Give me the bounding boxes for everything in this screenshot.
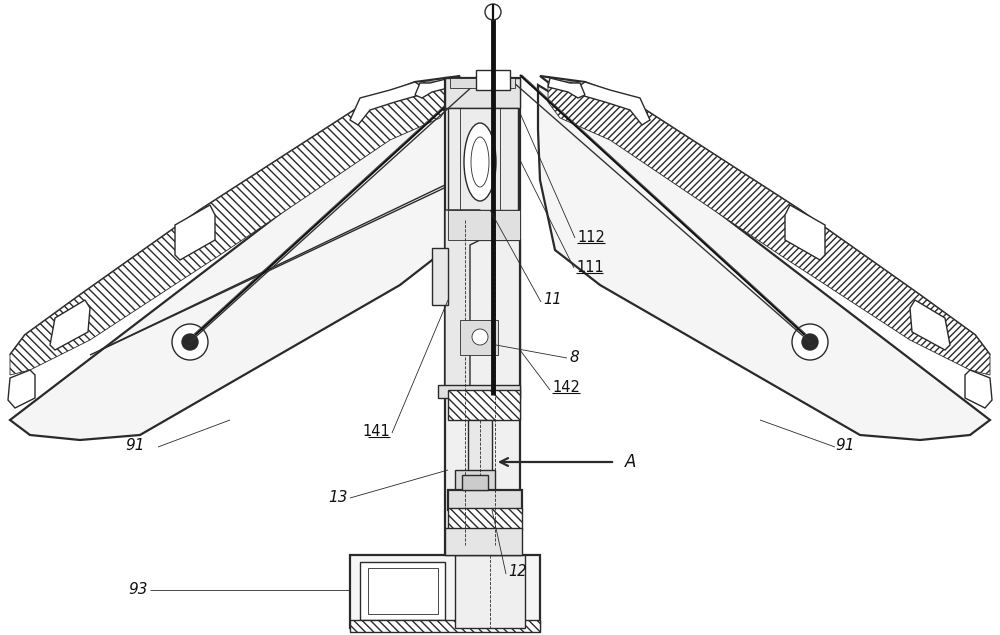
Polygon shape xyxy=(460,320,498,355)
Text: 91: 91 xyxy=(835,438,855,453)
Polygon shape xyxy=(448,390,520,420)
Polygon shape xyxy=(10,76,462,440)
Text: A: A xyxy=(625,453,636,471)
Text: 141: 141 xyxy=(362,425,390,439)
Polygon shape xyxy=(548,82,990,375)
Polygon shape xyxy=(448,508,522,530)
Text: 142: 142 xyxy=(552,380,580,396)
Polygon shape xyxy=(432,248,448,305)
Polygon shape xyxy=(445,210,480,390)
Polygon shape xyxy=(476,70,510,90)
Polygon shape xyxy=(350,82,430,125)
Circle shape xyxy=(792,324,828,360)
Polygon shape xyxy=(468,420,492,490)
Polygon shape xyxy=(50,300,90,350)
Polygon shape xyxy=(538,76,990,440)
Polygon shape xyxy=(910,300,950,350)
Polygon shape xyxy=(350,555,540,628)
Text: 111: 111 xyxy=(576,260,604,276)
Polygon shape xyxy=(448,240,520,390)
Text: 8: 8 xyxy=(570,349,580,364)
Polygon shape xyxy=(445,78,520,108)
Polygon shape xyxy=(448,108,518,210)
Polygon shape xyxy=(462,475,488,490)
Polygon shape xyxy=(175,205,215,260)
Circle shape xyxy=(472,329,488,345)
Polygon shape xyxy=(368,568,438,614)
Circle shape xyxy=(172,324,208,360)
Circle shape xyxy=(802,334,818,350)
Polygon shape xyxy=(8,370,35,408)
Polygon shape xyxy=(965,370,992,408)
Text: 91: 91 xyxy=(125,438,145,453)
Circle shape xyxy=(485,4,501,20)
Polygon shape xyxy=(570,82,650,125)
Polygon shape xyxy=(10,82,452,375)
Polygon shape xyxy=(445,78,520,555)
Polygon shape xyxy=(455,555,525,628)
Text: 112: 112 xyxy=(577,231,605,246)
Ellipse shape xyxy=(471,137,489,187)
Polygon shape xyxy=(445,528,522,555)
Text: 12: 12 xyxy=(508,565,526,580)
Text: 11: 11 xyxy=(543,293,562,307)
Polygon shape xyxy=(360,562,445,620)
Ellipse shape xyxy=(464,123,496,201)
Polygon shape xyxy=(350,620,540,632)
Polygon shape xyxy=(450,78,515,88)
Polygon shape xyxy=(438,385,520,398)
Text: 93: 93 xyxy=(128,582,148,598)
Polygon shape xyxy=(548,78,585,98)
Polygon shape xyxy=(455,470,495,495)
Polygon shape xyxy=(415,78,452,98)
Text: 13: 13 xyxy=(328,490,348,505)
Polygon shape xyxy=(785,205,825,260)
Circle shape xyxy=(182,334,198,350)
Polygon shape xyxy=(448,490,522,510)
Polygon shape xyxy=(448,210,520,240)
